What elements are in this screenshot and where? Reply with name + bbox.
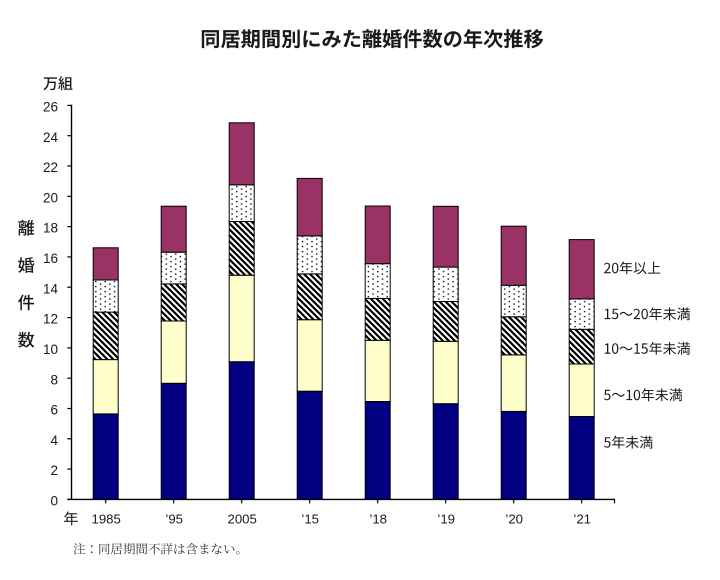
svg-text:’18: ’18	[369, 511, 387, 526]
svg-text:18: 18	[43, 221, 58, 236]
svg-text:2: 2	[50, 463, 58, 478]
svg-text:’95: ’95	[165, 511, 183, 526]
svg-text:1985: 1985	[92, 511, 121, 526]
svg-text:8: 8	[50, 372, 58, 387]
svg-text:16: 16	[43, 251, 58, 266]
svg-text:2005: 2005	[228, 511, 257, 526]
svg-text:22: 22	[43, 160, 58, 175]
svg-text:12: 12	[43, 312, 58, 327]
svg-text:’15: ’15	[301, 511, 319, 526]
svg-text:14: 14	[43, 281, 59, 296]
svg-text:10: 10	[43, 342, 58, 357]
svg-text:’20: ’20	[505, 511, 523, 526]
svg-text:4: 4	[50, 433, 58, 448]
svg-text:’21: ’21	[573, 511, 591, 526]
svg-text:24: 24	[43, 130, 59, 145]
svg-text:20: 20	[43, 190, 58, 205]
svg-text:’19: ’19	[437, 511, 455, 526]
svg-text:26: 26	[43, 100, 58, 115]
svg-text:0: 0	[50, 494, 58, 509]
svg-text:6: 6	[50, 403, 58, 418]
